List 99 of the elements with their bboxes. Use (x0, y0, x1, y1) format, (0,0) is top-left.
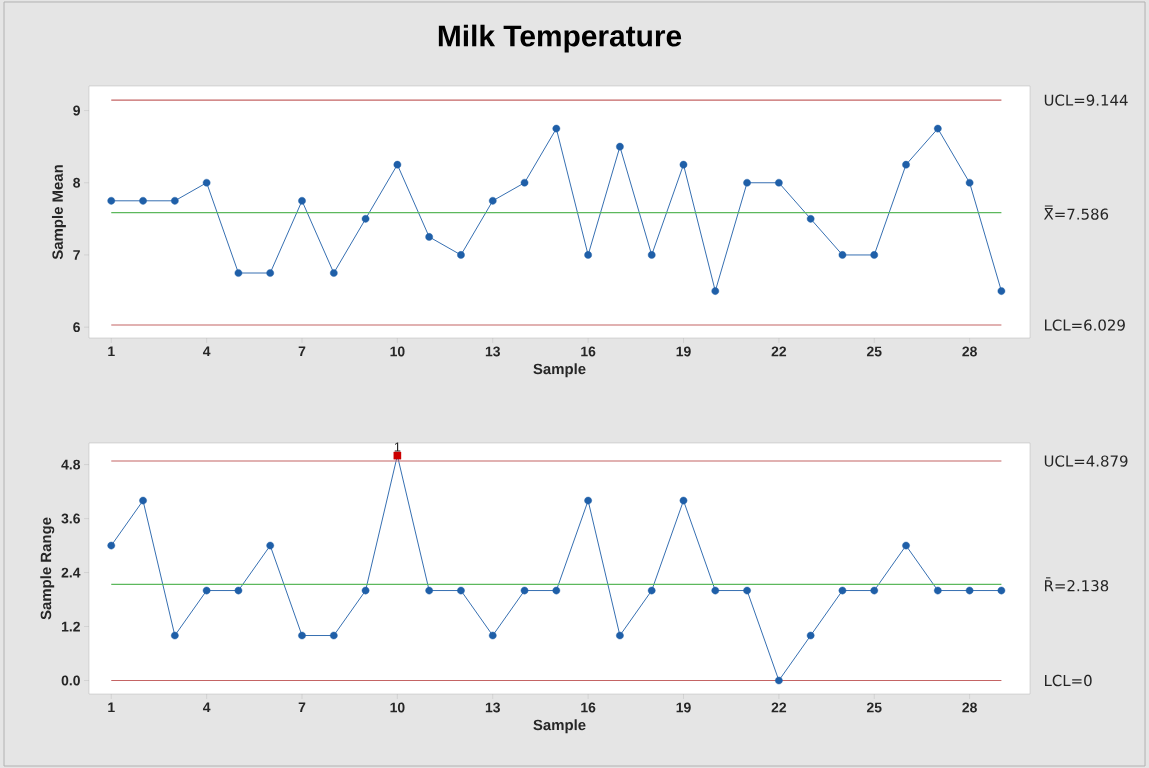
y-tick-label: 2.4 (61, 567, 81, 578)
x-tick-label: 1 (108, 346, 115, 357)
point (997, 586, 1006, 595)
x-tick-label: 25 (866, 702, 882, 713)
point (361, 215, 370, 223)
point (393, 451, 402, 460)
y-axis-title: Sample Range (40, 517, 55, 620)
x-tick-label: 7 (298, 702, 306, 713)
y-tick-label: 7 (73, 250, 80, 260)
annotation: 1 (394, 442, 401, 452)
y-axis-title: Sample Mean (51, 165, 66, 260)
x-tick-label: 28 (962, 702, 977, 713)
ref-line-label: LCL=0 (1045, 674, 1092, 687)
x-tick-label: 19 (676, 702, 691, 713)
point (775, 178, 783, 187)
point (838, 586, 847, 595)
x-tick-label: 4 (202, 702, 211, 713)
point (806, 215, 815, 223)
point (234, 269, 243, 277)
point (743, 586, 751, 595)
point (775, 676, 783, 685)
point (234, 586, 243, 595)
x-tick-label: 16 (581, 702, 596, 713)
x-tick-label: 13 (485, 346, 500, 357)
point (329, 269, 338, 277)
chart-title: Milk Temperature (438, 24, 682, 53)
point (616, 631, 624, 640)
x-tick-label: 19 (676, 346, 691, 357)
y-tick-label: 4.8 (61, 459, 81, 470)
y-tick-label: 3.6 (61, 513, 80, 524)
x-tick-label: 4 (202, 346, 211, 357)
point (520, 586, 529, 595)
point (266, 269, 275, 277)
point (520, 178, 529, 187)
point (107, 541, 116, 550)
point (584, 496, 592, 505)
point (171, 631, 179, 640)
point (647, 251, 656, 259)
x-axis-title: Sample (533, 363, 586, 378)
point (266, 541, 275, 550)
y-tick-label: 0.0 (61, 675, 80, 686)
point (457, 586, 465, 595)
point (329, 631, 338, 640)
ref-line-label: LCL=6.029 (1045, 319, 1125, 331)
point (298, 197, 306, 205)
point (361, 586, 370, 595)
point (425, 586, 433, 595)
point (488, 631, 497, 640)
ref-line-label: UCL=9.144 (1044, 94, 1128, 106)
ref-line-label: R̄=2.138 (1045, 577, 1109, 592)
point (552, 124, 561, 133)
x-tick-label: 10 (390, 346, 405, 357)
y-tick-label: 1.2 (61, 621, 80, 632)
point (870, 251, 879, 259)
x-tick-label: 1 (108, 702, 115, 713)
point (997, 287, 1006, 295)
point (647, 586, 656, 595)
point (965, 586, 974, 595)
x-tick-label: 22 (771, 702, 787, 713)
point (711, 586, 720, 595)
point (457, 251, 465, 259)
point (838, 251, 847, 259)
point (934, 586, 942, 595)
point (679, 160, 688, 169)
point (584, 251, 592, 259)
point (139, 197, 147, 205)
point (107, 197, 116, 205)
point (806, 631, 815, 640)
y-tick-label: 6 (73, 322, 80, 333)
point (965, 178, 974, 187)
point (298, 631, 306, 640)
y-tick-label: 9 (73, 105, 80, 116)
x-axis-title: Sample (533, 719, 586, 734)
point (171, 197, 179, 205)
y-tick-label: 8 (73, 177, 81, 188)
point (488, 197, 497, 205)
point (202, 586, 211, 595)
x-tick-label: 16 (581, 346, 596, 357)
point (870, 586, 879, 595)
x-tick-label: 28 (962, 346, 977, 357)
x-tick-label: 25 (866, 346, 882, 357)
point (425, 233, 433, 241)
point (139, 496, 147, 505)
ref-line-label: X̿=7.586 (1043, 205, 1109, 220)
point (393, 160, 402, 169)
point (711, 287, 720, 295)
ref-line-label: UCL=4.879 (1044, 455, 1128, 467)
x-tick-label: 10 (390, 702, 405, 713)
x-tick-label: 22 (771, 346, 787, 357)
point (934, 124, 942, 133)
point (902, 160, 910, 169)
x-tick-label: 7 (298, 346, 306, 357)
x-tick-label: 13 (485, 702, 500, 713)
point (902, 541, 910, 550)
point (679, 496, 688, 505)
point (202, 178, 211, 187)
point (552, 586, 561, 595)
point (743, 178, 751, 187)
point (616, 142, 624, 151)
